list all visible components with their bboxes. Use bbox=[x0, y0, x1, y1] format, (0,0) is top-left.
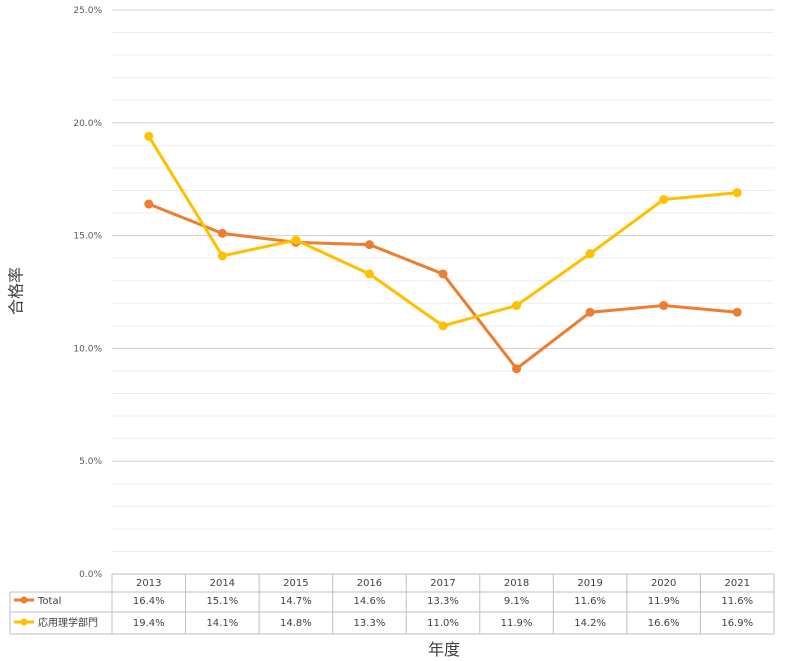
data-point bbox=[364, 269, 374, 279]
table-cell-value: 14.7% bbox=[280, 596, 312, 607]
table-cell-value: 14.1% bbox=[206, 618, 238, 629]
data-point bbox=[438, 321, 448, 331]
x-tick-label: 2018 bbox=[504, 578, 529, 589]
legend-label: Total bbox=[37, 596, 61, 607]
table-cell-value: 11.6% bbox=[721, 596, 753, 607]
data-point bbox=[585, 249, 595, 259]
series-group bbox=[144, 131, 742, 374]
table-cell-value: 19.4% bbox=[133, 618, 165, 629]
table-cell-value: 14.6% bbox=[354, 596, 386, 607]
table-cell-value: 11.9% bbox=[648, 596, 680, 607]
y-tick-label: 10.0% bbox=[73, 344, 102, 354]
legend-key-marker bbox=[20, 618, 28, 626]
y-tick-label: 20.0% bbox=[73, 119, 102, 129]
x-tick-label: 2019 bbox=[577, 578, 602, 589]
legend-key-marker bbox=[20, 596, 28, 604]
data-point bbox=[585, 307, 595, 317]
data-point bbox=[438, 269, 448, 279]
legend-label: 応用理学部門 bbox=[38, 616, 98, 629]
data-point bbox=[659, 301, 669, 311]
table-cell-value: 14.8% bbox=[280, 618, 312, 629]
table-cell-value: 13.3% bbox=[354, 618, 386, 629]
table-cell-value: 15.1% bbox=[206, 596, 238, 607]
x-tick-label: 2020 bbox=[651, 578, 676, 589]
data-point bbox=[144, 199, 154, 209]
x-tick-label: 2016 bbox=[357, 578, 382, 589]
y-tick-label: 0.0% bbox=[79, 570, 102, 580]
y-axis-ticks: 0.0% 5.0% 10.0% 15.0% 20.0% 25.0% bbox=[73, 6, 102, 580]
table-cell-value: 11.6% bbox=[574, 596, 606, 607]
data-point bbox=[144, 131, 154, 141]
x-tick-label: 2021 bbox=[724, 578, 749, 589]
table-cell-value: 16.6% bbox=[648, 618, 680, 629]
x-tick-label: 2017 bbox=[430, 578, 455, 589]
table-cell-value: 13.3% bbox=[427, 596, 459, 607]
data-point bbox=[659, 195, 669, 205]
y-tick-label: 15.0% bbox=[73, 232, 102, 242]
table-cell-value: 16.9% bbox=[721, 618, 753, 629]
table-cell-value: 16.4% bbox=[133, 596, 165, 607]
data-point bbox=[732, 307, 742, 317]
table-cell-value: 11.0% bbox=[427, 618, 459, 629]
data-point bbox=[217, 228, 227, 238]
y-tick-label: 25.0% bbox=[73, 6, 102, 16]
table-cell-value: 14.2% bbox=[574, 618, 606, 629]
x-axis-title: 年度 bbox=[428, 640, 460, 659]
data-point bbox=[512, 301, 522, 311]
data-point bbox=[217, 251, 227, 261]
y-axis-title: 合格率 bbox=[7, 267, 26, 315]
data-point bbox=[364, 240, 374, 250]
data-point bbox=[732, 188, 742, 198]
data-point bbox=[291, 235, 301, 245]
x-tick-label: 2014 bbox=[210, 578, 235, 589]
table-cell-value: 9.1% bbox=[504, 596, 529, 607]
x-tick-label: 2013 bbox=[136, 578, 161, 589]
table-cell-value: 11.9% bbox=[501, 618, 533, 629]
series-line bbox=[147, 202, 739, 371]
data-point bbox=[512, 364, 522, 374]
x-tick-label: 2015 bbox=[283, 578, 308, 589]
y-tick-label: 5.0% bbox=[79, 457, 102, 467]
data-table: 2013 2014 2015 2016 2017 2018 2019 2020 2021 Tota… bbox=[9, 573, 775, 635]
series-line bbox=[147, 134, 739, 328]
grid-lines bbox=[112, 9, 774, 575]
